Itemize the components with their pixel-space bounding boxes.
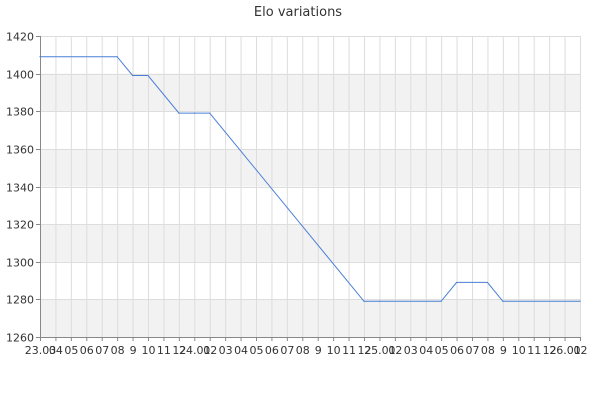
x-tick-label: 04: [419, 344, 433, 357]
data-point: [116, 56, 118, 58]
x-tick-label: 02: [203, 344, 217, 357]
x-tick-label: 08: [481, 344, 495, 357]
x-tick-label: 06: [80, 344, 94, 357]
x-tick-label: 04: [49, 344, 63, 357]
x-tick-label: 9: [500, 344, 507, 357]
y-tick-label: 1300: [6, 257, 34, 270]
x-tick-label: 12: [172, 344, 186, 357]
data-point: [178, 112, 180, 114]
x-tick-label: 26.01: [549, 344, 581, 357]
x-tick-label: 25.01: [364, 344, 396, 357]
data-point: [486, 281, 489, 284]
x-tick-label: 02: [388, 344, 402, 357]
x-tick-label: 07: [466, 344, 480, 357]
x-tick-label: 02: [574, 344, 588, 357]
x-tick-label: 11: [527, 344, 541, 357]
data-point: [502, 300, 504, 302]
y-tick-label: 1260: [6, 332, 34, 345]
x-tick-label: 10: [512, 344, 526, 357]
x-tick-label: 11: [342, 344, 356, 357]
data-point: [39, 56, 41, 58]
data-point: [440, 300, 442, 302]
y-axis-ticks: 1260 1280 1300 1320 1340 1360 1380 1400 1420: [6, 31, 40, 345]
x-tick-label: 06: [450, 344, 464, 357]
x-tick-label: 08: [111, 344, 125, 357]
data-point: [579, 300, 581, 302]
y-tick-label: 1360: [6, 144, 34, 157]
plot-band: [40, 73, 580, 112]
plot-band: [40, 299, 580, 337]
data-point: [131, 74, 134, 77]
y-tick-label: 1280: [6, 294, 34, 307]
x-tick-label: 07: [280, 344, 294, 357]
plot-bands: [40, 73, 580, 337]
axes: [40, 36, 580, 338]
x-tick-label: 9: [130, 344, 137, 357]
chart-title: Elo variations: [254, 5, 342, 20]
x-tick-label: 12: [543, 344, 557, 357]
x-tick-label: 05: [64, 344, 78, 357]
data-point: [363, 300, 365, 302]
x-tick-label: 23.03: [25, 344, 57, 357]
x-tick-label: 10: [327, 344, 341, 357]
y-tick-label: 1340: [6, 182, 34, 195]
y-tick-label: 1380: [6, 106, 34, 119]
data-point: [193, 112, 195, 114]
x-tick-label: 05: [435, 344, 449, 357]
plot-band: [40, 224, 580, 262]
y-tick-label: 1420: [6, 31, 34, 44]
series-group: [39, 56, 581, 302]
plot-band: [40, 148, 580, 187]
x-tick-label: 12: [358, 344, 372, 357]
data-point: [147, 74, 149, 77]
x-tick-label: 24.01: [179, 344, 211, 357]
x-tick-label: 04: [234, 344, 248, 357]
data-point: [209, 112, 211, 114]
x-tick-label: 05: [250, 344, 264, 357]
x-tick-label: 07: [95, 344, 109, 357]
y-tick-label: 1400: [6, 69, 34, 82]
x-tick-label: 03: [404, 344, 418, 357]
x-tick-label: 03: [219, 344, 233, 357]
x-tick-label: 11: [157, 344, 171, 357]
grid-lines: [40, 36, 581, 338]
x-tick-label: 9: [315, 344, 322, 357]
x-tick-label: 10: [142, 344, 156, 357]
y-tick-label: 1320: [6, 219, 34, 232]
data-point: [378, 300, 381, 302]
series-line: [40, 56, 580, 302]
x-tick-label: 06: [265, 344, 279, 357]
x-tick-label: 08: [296, 344, 310, 357]
data-point: [455, 281, 458, 284]
